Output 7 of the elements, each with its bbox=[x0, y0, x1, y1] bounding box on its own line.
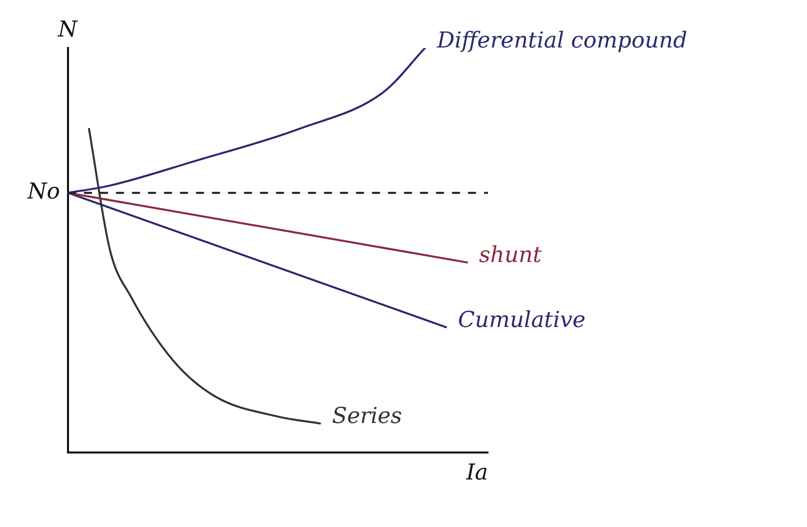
y-axis-title: N bbox=[57, 18, 78, 43]
series-label: Cumulative bbox=[458, 308, 586, 333]
series-label: Differential compound bbox=[436, 28, 688, 54]
x-axis-title: Ia bbox=[465, 460, 488, 486]
series-label: Series bbox=[332, 404, 402, 430]
ref-line-label: No bbox=[26, 180, 60, 205]
series-label: shunt bbox=[479, 243, 542, 268]
